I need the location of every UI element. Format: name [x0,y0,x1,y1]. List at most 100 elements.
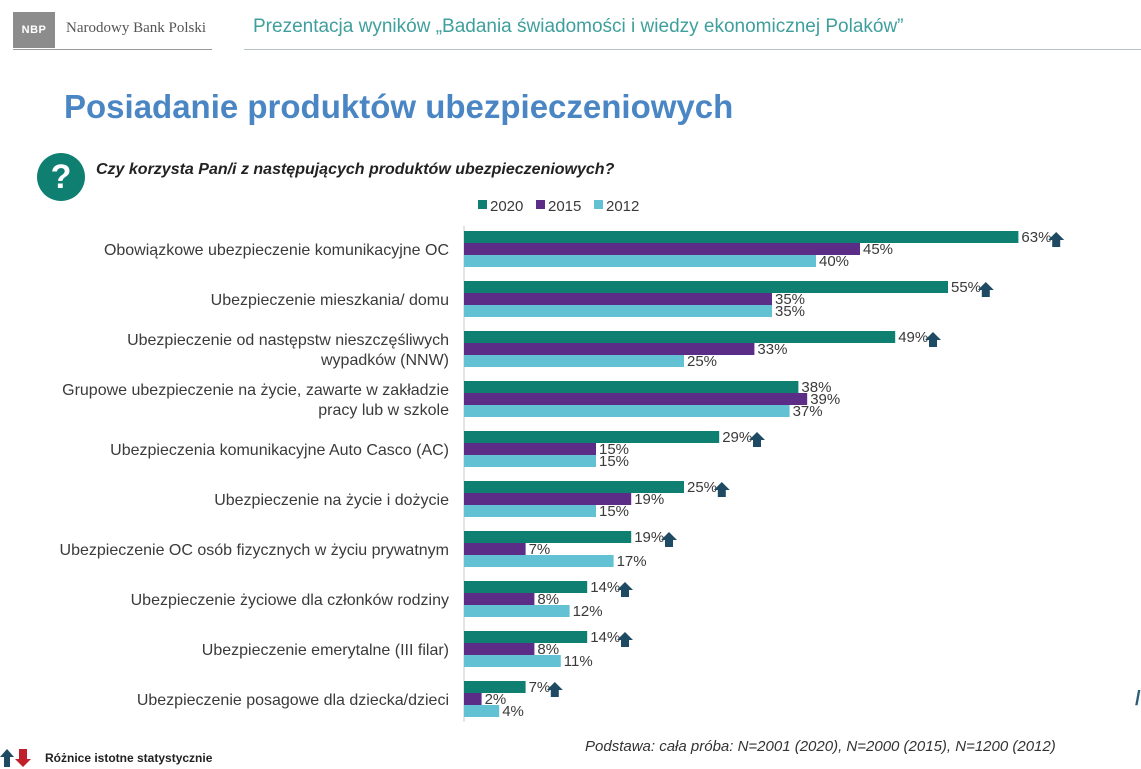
data-label-2012: 37% [793,403,823,420]
data-label-2012: 4% [502,703,524,720]
data-label-2015: 19% [634,491,664,508]
significant-increase-arrow-icon [546,682,563,697]
significant-increase-arrow-icon [661,532,677,547]
category-label: Ubezpieczenie życiowe dla członków rodzi… [131,592,449,609]
data-label-2012: 15% [599,503,629,520]
bar-2015 [464,393,808,405]
bar-chart: 2020 2015 2012 Obowiązkowe ubezpieczenie ko… [60,198,1065,722]
bar-2012 [464,655,561,667]
significant-increase-arrow-icon [749,432,765,447]
bank-name: Narodowy Bank Polski [66,20,206,36]
significant-increase-arrow-icon [617,632,633,647]
data-label-2015: 2% [485,691,507,708]
bar-2015 [464,593,535,605]
bar-2015 [464,343,755,355]
data-label-2012: 11% [564,653,593,670]
bar-2015 [464,243,860,255]
bar-2020 [464,231,1019,243]
category-label: Ubezpieczenie OC osób fizycznych w życiu… [60,542,449,559]
legend-label-2020: 2020 [490,198,523,215]
bar-2015 [464,543,526,555]
significant-increase-arrow-icon [713,482,730,497]
bar-2012 [464,605,570,617]
bar-2012 [464,405,790,417]
data-label-2020: 49% [898,329,928,346]
category-label: Obowiązkowe ubezpieczenie komunikacyjne … [104,242,449,259]
data-label-2015: 39% [810,391,840,408]
bar-2015 [464,293,772,305]
logo-divider [13,49,212,50]
significant-increase-arrow-icon [977,282,994,297]
data-label-2012: 35% [775,303,805,320]
category-label: Ubezpieczenie od następstw nieszczęśliwy… [127,332,449,349]
category-label: Ubezpieczenie posagowe dla dziecka/dziec… [137,692,449,709]
data-label-2020: 29% [722,429,752,446]
bar-2020 [464,681,526,693]
significance-legend: Różnice istotne statystycznie [45,751,213,765]
nbp-logo: NBP [13,12,55,48]
data-label-2012: 17% [617,553,647,570]
significant-increase-arrow-icon [1048,232,1065,247]
edge-fragment: / [1135,688,1141,710]
data-label-2012: 15% [599,453,629,470]
question-mark-icon: ? [37,153,85,201]
legend-swatch-2020 [478,200,487,209]
legend-swatch-2012 [594,200,603,209]
bar-2015 [464,643,535,655]
data-label-2020: 55% [951,279,981,296]
bar-2015 [464,443,596,455]
data-label-2015: 7% [529,541,551,558]
bar-2020 [464,481,684,493]
data-label-2012: 12% [573,603,603,620]
data-label-2020: 19% [634,529,664,546]
data-label-2012: 25% [687,353,717,370]
data-label-2020: 14% [590,579,620,596]
page-title: Posiadanie produktów ubezpieczeniowych [64,88,734,125]
category-label: Ubezpieczenie mieszkania/ domu [211,292,449,309]
data-label-2012: 40% [819,253,849,270]
category-label: Ubezpieczenie emerytalne (III filar) [202,642,449,659]
bar-2012 [464,355,684,367]
bar-2012 [464,255,816,267]
bar-2020 [464,381,799,393]
data-label-2015: 15% [599,441,629,458]
bar-2012 [464,505,596,517]
presentation-title: Prezentacja wyników „Badania świadomości… [253,16,904,37]
data-label-2015: 8% [537,641,559,658]
bar-2015 [464,493,632,505]
data-label-2015: 45% [863,241,893,258]
category-label: pracy lub w szkole [318,402,449,419]
bar-2012 [464,555,614,567]
significant-increase-arrow-icon [617,582,633,597]
significance-arrows-icon [0,749,31,767]
data-label-2015: 35% [775,291,805,308]
bar-2020 [464,281,948,293]
bar-2012 [464,705,500,717]
bar-2012 [464,305,772,317]
data-label-2015: 8% [537,591,559,608]
data-label-2015: 33% [757,341,787,358]
bar-2020 [464,431,720,443]
data-label-2020: 63% [1021,229,1051,246]
legend-label-2012: 2012 [606,198,639,215]
category-label: Ubezpieczenie na życie i dożycie [214,492,449,509]
category-label: Ubezpieczenia komunikacyjne Auto Casco (… [110,442,449,459]
category-label: Grupowe ubezpieczenie na życie, zawarte … [62,382,449,399]
question-text: Czy korzysta Pan/i z następujących produ… [96,161,615,178]
legend-label-2015: 2015 [548,198,581,215]
base-note: Podstawa: cała próba: N=2001 (2020), N=2… [585,738,1056,755]
data-label-2020: 7% [529,679,551,696]
header-divider [244,49,1141,50]
category-label: wypadków (NNW) [320,352,449,369]
data-label-2020: 25% [687,479,717,496]
significant-increase-arrow-icon [925,332,941,347]
bar-2020 [464,531,632,543]
data-label-2020: 14% [590,629,620,646]
bar-2020 [464,631,588,643]
data-label-2020: 38% [801,379,831,396]
logo-text: NBP [21,24,47,36]
bar-2015 [464,693,482,705]
bar-2012 [464,455,596,467]
legend-swatch-2015 [536,200,545,209]
bar-2020 [464,331,896,343]
